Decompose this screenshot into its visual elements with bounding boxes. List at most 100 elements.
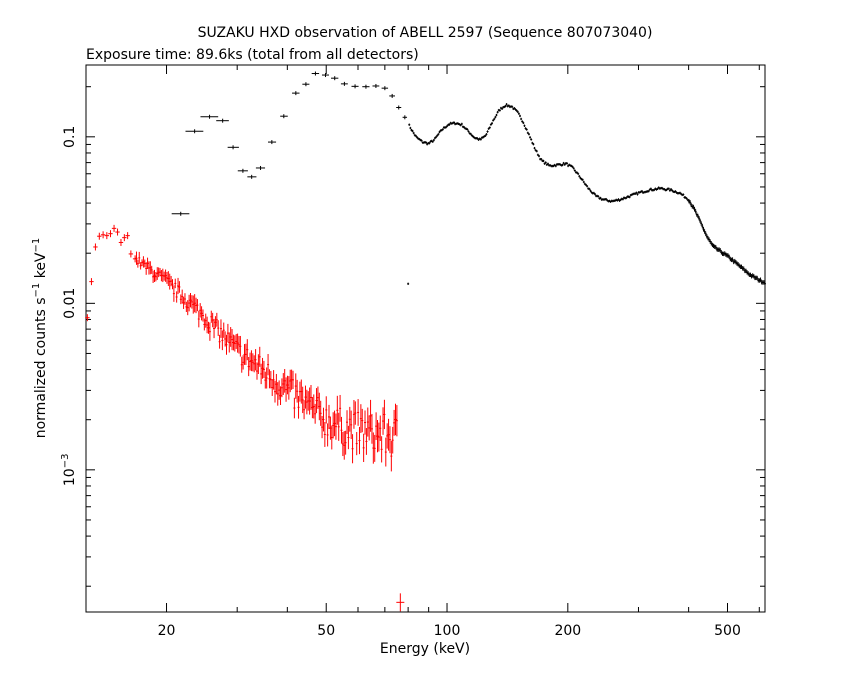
red-data-point — [375, 412, 378, 441]
black-data-point — [494, 115, 497, 119]
black-data-point — [460, 122, 463, 126]
red-data-point — [189, 293, 192, 308]
red-data-point — [192, 295, 195, 314]
red-data-point — [171, 279, 174, 290]
svg-text:0.01: 0.01 — [62, 288, 78, 319]
black-data-point — [523, 124, 526, 127]
red-data-point — [247, 357, 250, 377]
red-data-point — [228, 332, 231, 353]
black-data-point — [640, 189, 643, 193]
black-data-point — [563, 163, 566, 166]
red-data-point — [395, 405, 398, 437]
black-data-point — [647, 190, 650, 193]
black-data-point — [469, 132, 472, 136]
black-data-point — [577, 172, 580, 175]
red-data-point — [343, 431, 346, 460]
axes-ticks: 20 50 100 200 500 0.1 0.01 10−3 — [60, 65, 765, 639]
y-axis-label-unit: keV — [33, 252, 49, 283]
red-data-point — [138, 251, 141, 264]
red-data-point — [279, 386, 282, 405]
red-data-point — [312, 394, 315, 419]
black-data-point — [292, 91, 300, 96]
black-data-point — [488, 126, 491, 129]
black-data-point — [586, 185, 589, 188]
red-data-point — [358, 426, 361, 455]
x-axis-label: Energy (keV) — [380, 641, 470, 657]
svg-text:0.1: 0.1 — [62, 126, 78, 148]
black-data-point — [764, 281, 766, 286]
black-data-point — [416, 136, 419, 139]
black-data-point — [431, 140, 434, 143]
red-data-point — [370, 413, 373, 444]
red-data-point — [179, 294, 182, 305]
red-data-point — [128, 250, 134, 258]
red-data-point — [174, 278, 177, 289]
black-data-point — [536, 153, 539, 157]
black-data-point — [516, 110, 519, 113]
red-data-point — [154, 272, 157, 282]
red-data-point — [373, 434, 376, 462]
red-data-point — [380, 436, 383, 463]
red-data-point — [217, 320, 220, 336]
black-data-point — [605, 197, 608, 201]
red-data-point — [368, 415, 371, 441]
x-tick-label: 200 — [554, 623, 581, 639]
black-data-point — [381, 86, 389, 91]
red-data-point — [383, 399, 386, 430]
red-data-point — [210, 310, 213, 323]
black-data-point — [511, 105, 514, 108]
black-data-point — [351, 84, 359, 89]
red-data-point — [278, 380, 281, 400]
red-data-point — [235, 333, 238, 349]
chart-title: SUZAKU HXD observation of ABELL 2597 (Se… — [198, 25, 653, 41]
black-data-point — [621, 198, 624, 201]
red-data-point — [143, 259, 146, 268]
black-data-point — [533, 146, 536, 150]
red-data-point — [350, 410, 353, 440]
black-data-point — [227, 145, 239, 150]
black-data-point — [432, 138, 435, 142]
black-data-point — [599, 196, 602, 200]
red-data-point — [211, 312, 214, 328]
red-data-point — [159, 267, 162, 277]
red-data-point — [308, 387, 311, 415]
black-data-point — [362, 84, 370, 89]
red-data-point — [167, 271, 170, 286]
red-data-point — [219, 319, 222, 338]
black-data-point — [635, 191, 638, 194]
red-data-point — [125, 232, 130, 240]
y-axis-label: normalized counts s−1 keV−1 — [31, 238, 49, 439]
black-data-point — [505, 103, 508, 106]
red-data-point — [265, 367, 268, 389]
red-data-point — [226, 323, 229, 343]
black-data-point — [617, 198, 620, 201]
black-data-point — [588, 187, 591, 191]
red-data-point — [150, 265, 153, 274]
black-data-point — [544, 161, 547, 164]
black-data-point — [561, 163, 564, 167]
red-data-point — [240, 356, 243, 373]
black-data-point — [656, 187, 659, 191]
red-data-point — [365, 428, 368, 455]
red-data-point — [386, 423, 389, 449]
red-data-point — [264, 371, 267, 389]
red-data-point — [168, 273, 171, 290]
red-data-point — [257, 354, 260, 374]
red-data-point — [311, 396, 314, 419]
red-data-point — [193, 294, 196, 313]
black-data-point — [501, 107, 504, 110]
red-data-point — [376, 420, 379, 453]
black-data-point — [593, 192, 596, 196]
red-data-point — [164, 269, 167, 282]
red-data-point — [145, 262, 148, 275]
black-data-point — [425, 141, 428, 144]
red-data-point — [222, 322, 225, 338]
red-data-point — [231, 329, 234, 351]
red-data-point — [344, 430, 347, 455]
red-data-point — [175, 291, 178, 303]
red-data-point — [382, 407, 385, 435]
black-data-point — [485, 133, 488, 136]
red-data-point — [328, 404, 331, 429]
black-data-point — [331, 76, 339, 81]
red-data-point — [229, 327, 232, 347]
